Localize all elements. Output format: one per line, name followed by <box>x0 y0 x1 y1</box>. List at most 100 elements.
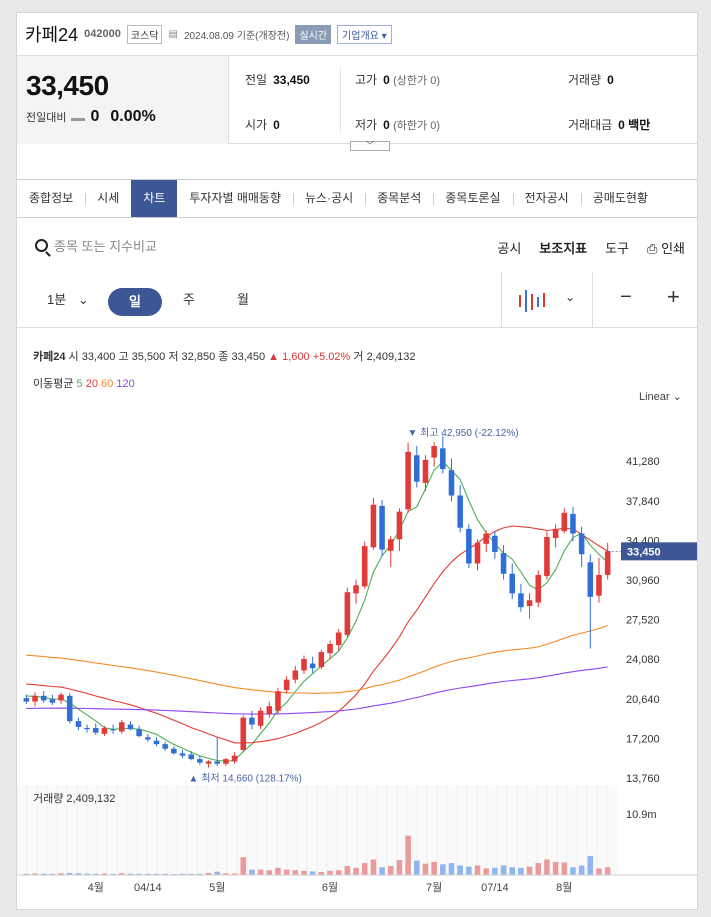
flat-icon <box>71 118 86 121</box>
period-month[interactable]: 월 <box>237 292 249 307</box>
candle <box>49 699 56 703</box>
volume-bar <box>396 860 403 875</box>
prev-close: 전일 33,450 <box>245 73 310 87</box>
current-price-box: 33,450 전일대비 0 0.00% <box>17 56 229 144</box>
company-info-dropdown[interactable]: 기업개요 ▾ <box>337 24 392 44</box>
candle <box>379 505 385 550</box>
candle <box>552 528 559 539</box>
candle <box>509 573 515 594</box>
print-button[interactable]: ⎙ 인쇄 <box>647 241 685 256</box>
realtime-button[interactable]: 실시간 <box>295 24 332 44</box>
chevron-down-icon: ⌄ <box>77 292 89 307</box>
candle <box>422 459 429 483</box>
tab-short-selling[interactable]: 공매도현황 <box>580 180 660 217</box>
y-tick-label: 27,520 <box>626 615 660 627</box>
ma20-line <box>26 525 608 744</box>
volume-bar <box>457 865 463 875</box>
volume-bar <box>197 873 203 875</box>
volume-bar <box>526 866 533 875</box>
tab-analysis[interactable]: 종목분석 <box>365 180 433 217</box>
period-week[interactable]: 주 <box>183 292 195 307</box>
zoom-out-button[interactable]: − <box>620 286 632 308</box>
stock-name: 카페24 <box>25 25 79 45</box>
volume-bar <box>214 871 220 875</box>
candle <box>205 761 212 764</box>
volume-bar <box>544 859 550 875</box>
candle <box>162 744 168 749</box>
x-tick-label: 07/14 <box>481 882 509 894</box>
search-icon <box>35 239 48 252</box>
tab-disclosure[interactable]: 전자공시 <box>512 180 581 217</box>
candle <box>492 535 498 552</box>
volume-bar <box>249 869 255 875</box>
volume-bar <box>275 867 281 875</box>
candle <box>275 691 281 711</box>
volume-max-label: 10.9m <box>626 809 657 821</box>
trade-amount: 거래대금 0 백만 <box>568 118 651 132</box>
scale-dropdown[interactable]: Linear ⌄ <box>639 391 682 403</box>
disclosure-button[interactable]: 공시 <box>497 241 522 256</box>
max-price-annotation: ▼ 최고 42,950 (-22.12%) <box>407 427 518 439</box>
candle <box>92 728 99 733</box>
ma60-line <box>26 624 608 694</box>
volume-bar <box>92 873 99 875</box>
volume-bar <box>509 867 515 875</box>
tab-investor-trading[interactable]: 투자자별 매매동향 <box>189 191 282 205</box>
candle <box>23 698 30 702</box>
volume-bar <box>387 866 394 875</box>
volume-bar <box>335 870 342 875</box>
volume-bar <box>32 873 38 875</box>
candle <box>249 717 255 725</box>
y-tick-label: 41,280 <box>626 456 660 468</box>
candle <box>171 748 177 754</box>
candle <box>526 600 533 607</box>
volume-bar <box>231 873 238 875</box>
candle <box>101 728 108 734</box>
ohlc-info: 카페24 시 33,400 고 35,500 저 32,850 종 33,450… <box>33 351 416 363</box>
tab-news[interactable]: 뉴스·공시 <box>293 180 365 217</box>
candle <box>136 729 142 737</box>
compare-search[interactable]: 종목 또는 지수비교 <box>35 236 157 255</box>
period-bar: 1분 ⌄ 일 주 월 ⌄ − + <box>17 272 697 328</box>
candle <box>40 695 47 701</box>
volume-bar <box>266 870 273 875</box>
tab-quotes[interactable]: 시세 <box>85 180 131 217</box>
volume-bar <box>179 873 186 875</box>
candle <box>448 470 455 496</box>
chart-type-dropdown[interactable]: ⌄ <box>519 290 575 312</box>
drawing-tools-button[interactable]: 도구 <box>605 241 630 256</box>
price-summary: 33,450 전일대비 0 0.00% 전일 33,450 고가 0 (상한가 0)… <box>17 56 697 144</box>
candle <box>292 670 299 680</box>
candle <box>544 536 550 577</box>
candle <box>301 658 307 671</box>
volume-bar <box>40 873 47 875</box>
tab-discussion[interactable]: 종목토론실 <box>433 180 512 217</box>
period-day[interactable]: 일 <box>108 288 162 316</box>
price-change: 전일대비 0 0.00% <box>26 108 228 126</box>
volume-bar <box>405 835 411 875</box>
candle <box>66 695 73 722</box>
period-minute-dropdown[interactable]: 1분 ⌄ <box>47 292 89 307</box>
search-input[interactable]: 종목 또는 지수비교 <box>54 239 157 254</box>
candle <box>431 446 437 458</box>
candle <box>335 632 342 646</box>
zoom-in-button[interactable]: + <box>667 284 680 309</box>
candle <box>353 585 359 594</box>
tab-overview[interactable]: 종합정보 <box>29 191 74 205</box>
indicators-button[interactable]: 보조지표 <box>539 241 588 256</box>
candle <box>361 546 368 587</box>
change-percent: 0.00% <box>110 108 156 125</box>
candle <box>309 663 316 669</box>
chevron-down-icon: ⌄ <box>565 290 576 304</box>
volume-bar <box>240 857 247 875</box>
tab-chart[interactable]: 차트 <box>131 180 178 217</box>
volume-bar <box>466 866 472 875</box>
volume-bar <box>422 863 429 875</box>
candle-icon <box>519 290 545 312</box>
collapse-button[interactable]: ﹀ <box>350 141 390 151</box>
volume-bar <box>431 861 437 875</box>
candle <box>266 706 273 715</box>
candle <box>405 451 411 510</box>
candle <box>58 694 64 701</box>
